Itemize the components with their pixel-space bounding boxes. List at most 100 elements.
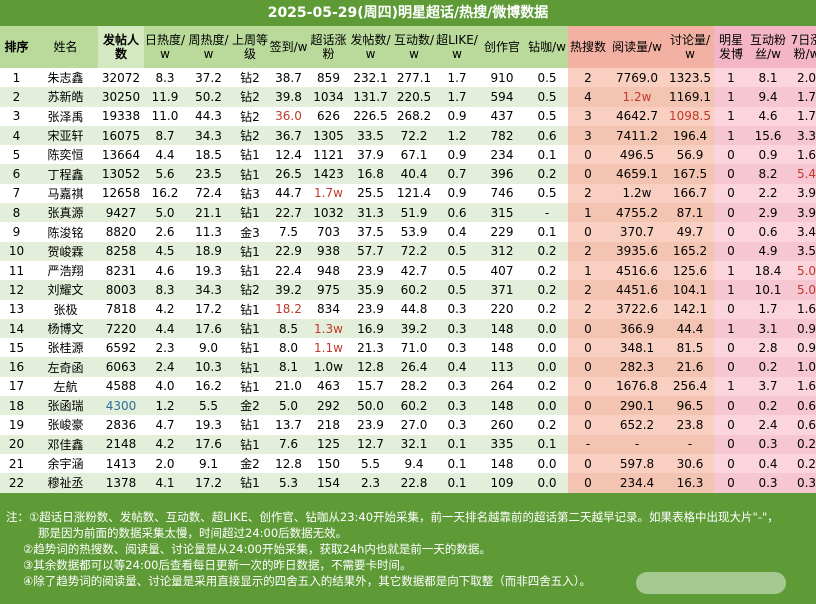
- table-cell: 1676.8: [608, 376, 666, 397]
- table-cell: 8.3: [144, 280, 186, 300]
- table-cell: 9.4: [392, 453, 436, 474]
- table-cell: 37.5: [349, 222, 392, 242]
- table-cell: 703: [308, 222, 349, 242]
- table-cell: 148: [478, 453, 526, 474]
- table-cell: 232.1: [349, 68, 392, 88]
- table-cell: 14: [0, 318, 33, 339]
- table-cell: 67.1: [392, 145, 436, 165]
- table-cell: 40.4: [392, 164, 436, 184]
- table-cell: -: [608, 434, 666, 454]
- table-cell: 8820: [98, 222, 144, 242]
- table-cell: 9: [0, 222, 33, 242]
- table-cell: 22.9: [269, 241, 308, 261]
- table-cell: 113: [478, 357, 526, 377]
- table-cell: 16.2: [144, 183, 186, 204]
- table-row: 11 严浩翔 8231 4.6 19.3 钻1 22.4 948 23.9 42.7 0.5 407 0…: [0, 260, 816, 281]
- table-row: 19 张峻豪 2836 4.7 19.3 钻1 13.7 218 23.9 27.0 0.3 260 0…: [0, 415, 816, 435]
- table-cell: 4.7: [144, 415, 186, 435]
- table-cell: 18.2: [269, 299, 308, 319]
- table-cell: 1: [714, 87, 748, 107]
- table-cell: 0.5: [526, 68, 568, 88]
- table-cell: 39.2: [269, 280, 308, 300]
- table-cell: 16.3: [666, 473, 714, 493]
- table-cell: 1.7: [436, 87, 478, 107]
- table-cell: 1: [714, 125, 748, 146]
- table-cell: 3.9: [788, 203, 816, 223]
- table-cell: 1.0w: [308, 357, 349, 377]
- table-cell: 0: [714, 415, 748, 435]
- note-line: ④除了趋势词的阅读量、讨论量是采用直接显示的四舍五入的结果外，其它数据都是向下取…: [23, 574, 592, 588]
- table-cell: 44.7: [269, 183, 308, 204]
- table-cell: 121.4: [392, 183, 436, 204]
- table-cell: 277.1: [392, 68, 436, 88]
- table-cell: 金3: [231, 222, 269, 242]
- table-cell: 0.5: [436, 241, 478, 261]
- table-cell: 0.4: [436, 357, 478, 377]
- table-cell: 12.4: [269, 145, 308, 165]
- table-cell: 19338: [98, 106, 144, 126]
- name-cell: 左奇函: [33, 357, 98, 377]
- table-cell: 钻3: [231, 183, 269, 204]
- data-table: 排序 姓名 发帖人数 日热度/w 周热度/w 上周等级 签到/w 超话涨粉 发帖数/w 互动数/w…: [0, 26, 816, 493]
- table-cell: 5.0: [144, 203, 186, 223]
- table-cell: -: [526, 203, 568, 223]
- table-cell: 23.9: [349, 260, 392, 281]
- table-cell: 0.3: [748, 473, 788, 493]
- table-cell: 17.2: [186, 299, 231, 319]
- table-cell: 7.5: [269, 222, 308, 242]
- table-cell: 12.8: [269, 453, 308, 474]
- table-cell: 1: [714, 68, 748, 88]
- table-cell: 2.3: [349, 473, 392, 493]
- table-row: 9 陈浚铭 8820 2.6 11.3 金3 7.5 703 37.5 53.9 0.4 229 0.1…: [0, 222, 816, 242]
- table-cell: 0.3: [748, 434, 788, 454]
- table-cell: 23.9: [349, 299, 392, 319]
- table-cell: 6592: [98, 338, 144, 358]
- table-cell: 37.9: [349, 145, 392, 165]
- table-cell: 256.4: [666, 376, 714, 397]
- table-cell: 10.3: [186, 357, 231, 377]
- table-cell: 5.0: [788, 280, 816, 300]
- table-cell: 13: [0, 299, 33, 319]
- table-cell: 9.0: [186, 338, 231, 358]
- table-cell: 2: [568, 68, 608, 88]
- table-cell: 5.4: [788, 164, 816, 184]
- table-cell: 0.3: [436, 338, 478, 358]
- name-cell: 邓佳鑫: [33, 434, 98, 454]
- table-cell: 4588: [98, 376, 144, 397]
- table-cell: 2: [568, 241, 608, 261]
- table-cell: 21.6: [666, 357, 714, 377]
- table-cell: 0: [568, 396, 608, 416]
- note-line: ②趋势词的热搜数、阅读量、讨论量是从24:00开始采集，获取24h内也就是前一天…: [23, 542, 491, 556]
- table-cell: 4: [0, 125, 33, 146]
- table-cell: 12: [0, 280, 33, 300]
- table-cell: 钻1: [231, 434, 269, 454]
- table-cell: 金2: [231, 396, 269, 416]
- table-row: 10 贺峻霖 8258 4.5 18.9 钻1 22.9 938 57.7 72.2 0.5 312 0…: [0, 241, 816, 261]
- table-cell: 1.2w: [608, 87, 666, 107]
- table-cell: 1098.5: [666, 106, 714, 126]
- table-cell: 31.3: [349, 203, 392, 223]
- table-cell: 19.3: [186, 415, 231, 435]
- name-cell: 杨博文: [33, 318, 98, 339]
- table-cell: -: [666, 434, 714, 454]
- table-cell: 15.7: [349, 376, 392, 397]
- table-cell: 15: [0, 338, 33, 358]
- table-cell: 0: [714, 145, 748, 165]
- table-cell: 0: [714, 434, 748, 454]
- table-cell: 钻1: [231, 338, 269, 358]
- table-cell: 1.2: [436, 125, 478, 146]
- table-cell: 0.0: [526, 396, 568, 416]
- column-header: 阅读量/w: [608, 26, 666, 68]
- table-cell: 20: [0, 434, 33, 454]
- table-cell: 104.1: [666, 280, 714, 300]
- table-cell: 8: [0, 203, 33, 223]
- table-cell: 0.9: [748, 145, 788, 165]
- table-cell: 0.4: [748, 453, 788, 474]
- table-cell: 226.5: [349, 106, 392, 126]
- table-row: 1 朱志鑫 32072 8.3 37.2 钻2 38.7 859 232.1 277.1 1.7 91…: [0, 68, 816, 88]
- table-cell: 0.4: [436, 222, 478, 242]
- table-cell: 4755.2: [608, 203, 666, 223]
- table-cell: 0.2: [748, 357, 788, 377]
- table-cell: 1: [568, 260, 608, 281]
- table-cell: 12.7: [349, 434, 392, 454]
